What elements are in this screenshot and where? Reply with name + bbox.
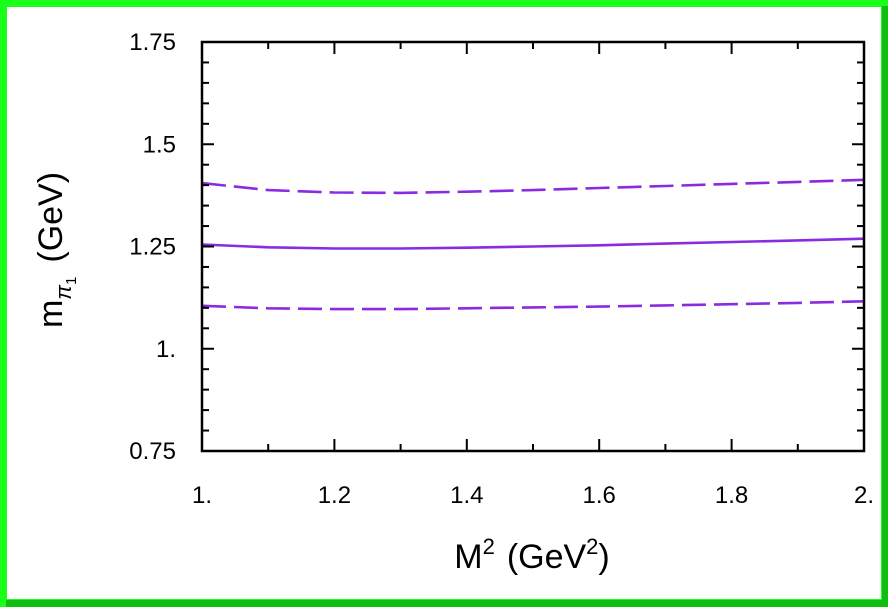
y-tick-label: 1. bbox=[156, 336, 176, 363]
tick-labels: 1. 1.2 1.4 1.6 1.8 2. 0.75 1. 1.25 1.5 1.75 bbox=[129, 29, 874, 509]
y-axis-label-unit: (GeV) bbox=[32, 172, 70, 263]
x-tick-label: 1.2 bbox=[318, 482, 351, 509]
axis-ticks bbox=[201, 41, 865, 452]
y-tick-label: 0.75 bbox=[129, 438, 176, 465]
y-axis-label: mπ1 (GeV) bbox=[32, 172, 80, 328]
x-tick-label: 2. bbox=[854, 482, 874, 509]
y-tick-label: 1.5 bbox=[143, 131, 176, 158]
x-axis-label-unit-sup: 2 bbox=[586, 534, 598, 559]
x-axis-label-sup: 2 bbox=[483, 534, 495, 559]
series-line-3-dashed bbox=[201, 300, 865, 311]
y-axis-label-subsub: 1 bbox=[63, 277, 80, 285]
x-axis-label-unit-close: ) bbox=[598, 538, 609, 576]
y-axis-label-base: m bbox=[32, 300, 70, 328]
series-line-1-dashed bbox=[201, 178, 865, 195]
x-axis-label: M2 (GeV2) bbox=[454, 534, 610, 576]
x-axis-label-unit: (GeV bbox=[507, 538, 587, 576]
series-line-2-solid bbox=[201, 237, 865, 250]
x-tick-label: 1.6 bbox=[583, 482, 616, 509]
y-axis-label-sub: π bbox=[51, 284, 76, 300]
x-tick-label: 1.4 bbox=[450, 482, 483, 509]
y-tick-label: 1.75 bbox=[129, 29, 176, 56]
frame-shadow-bottom bbox=[6, 600, 888, 607]
x-axis-label-base: M bbox=[454, 538, 482, 576]
frame-shadow-right bbox=[882, 6, 888, 607]
x-tick-label: 1.8 bbox=[715, 482, 748, 509]
x-tick-label: 1. bbox=[192, 482, 212, 509]
y-tick-label: 1.25 bbox=[129, 234, 176, 261]
